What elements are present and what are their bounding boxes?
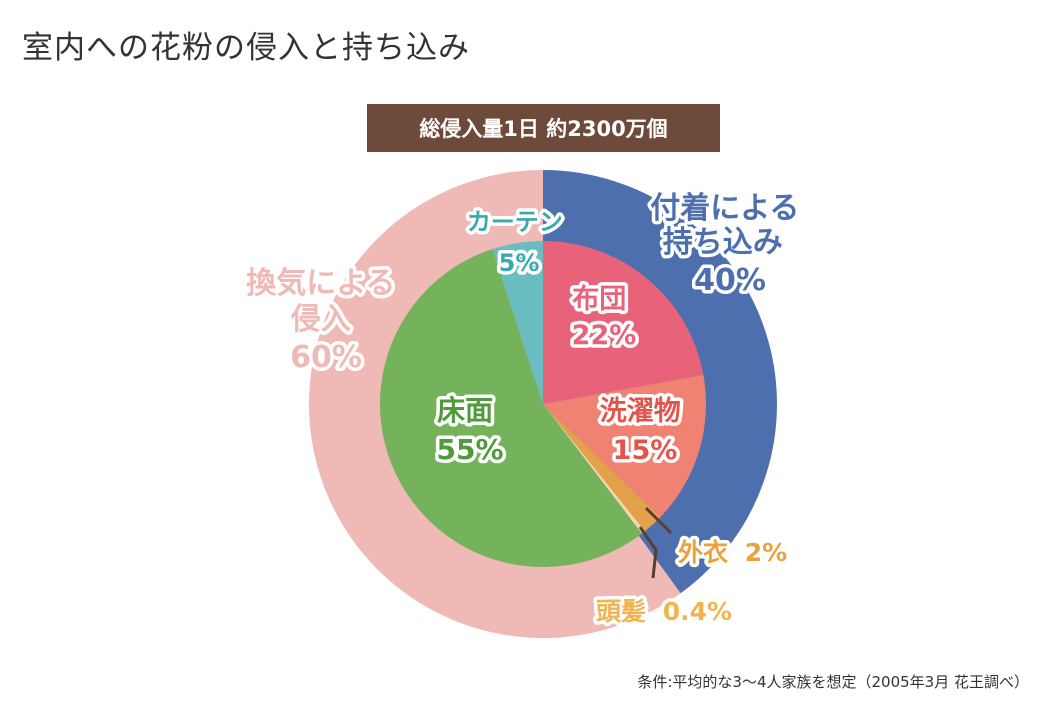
inner-slice-0	[543, 241, 704, 404]
label-hair-value: 0.4%	[663, 597, 732, 626]
label-curtain-value: 5%	[499, 249, 540, 277]
label-attached-value: 40%	[694, 263, 766, 298]
label-ventilation-line1: 換気による	[246, 266, 395, 301]
footnote: 条件:平均的な3～4人家族を想定（2005年3月 花王調べ）	[637, 673, 1029, 691]
inner-slice-5	[492, 240, 543, 404]
label-floor: 床面 55%	[436, 394, 503, 466]
label-attached: 付着による 持ち込み 40%	[650, 191, 810, 298]
inner-slice-2	[543, 404, 661, 532]
page-title: 室内への花粉の侵入と持ち込み	[22, 30, 470, 66]
label-laundry-line1: 洗濯物	[600, 396, 681, 427]
inner-slice-3	[543, 404, 646, 534]
label-outerwear-value: 2%	[745, 538, 787, 567]
leader-line-hair	[638, 526, 658, 579]
label-attached-line1: 付着による	[650, 191, 799, 226]
label-futon-line1: 布団	[572, 284, 626, 315]
slice-labels: 付着による 持ち込み 40% 換気による 侵入 60% 布団 22% 洗濯物 1…	[243, 188, 810, 630]
leader-lines	[638, 506, 673, 579]
inner-pie	[380, 240, 706, 567]
label-ventilation: 換気による 侵入 60%	[246, 266, 406, 375]
label-attached-line2: 持ち込み	[663, 225, 783, 260]
inner-slice-4	[380, 249, 642, 567]
label-laundry: 洗濯物 15%	[600, 396, 690, 466]
label-futon-value: 22%	[572, 320, 637, 351]
label-ventilation-line2: 侵入	[290, 302, 351, 337]
label-laundry-value: 15%	[613, 435, 678, 466]
label-futon: 布団 22%	[572, 284, 637, 351]
total-banner: 総侵入量1日 約2300万個	[367, 104, 720, 152]
label-curtain-line1: カーテン	[467, 208, 563, 236]
label-ventilation-value: 60%	[290, 340, 362, 375]
label-hair: 頭髪 0.4%	[596, 597, 732, 626]
inner-slice-1	[543, 374, 706, 518]
label-floor-line1: 床面	[437, 394, 493, 427]
label-curtain: カーテン 5%	[467, 208, 571, 277]
leader-line-outerwear	[644, 506, 673, 535]
label-outerwear-name: 外衣	[678, 538, 728, 567]
label-hair-name: 頭髪	[596, 597, 646, 626]
label-outerwear: 外衣 2%	[678, 538, 787, 567]
label-floor-value: 55%	[436, 433, 503, 466]
